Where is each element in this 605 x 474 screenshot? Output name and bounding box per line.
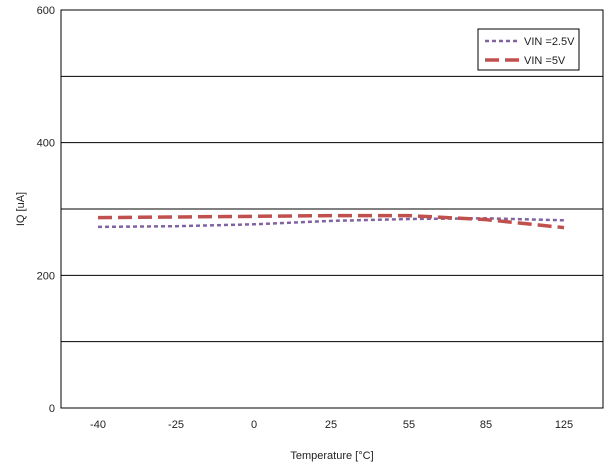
x-tick-label: 0: [251, 419, 257, 431]
x-tick-label: 25: [325, 419, 337, 431]
x-tick-label: 85: [480, 419, 492, 431]
x-axis-title: Temperature [°C]: [290, 450, 373, 462]
y-axis-tick-labels: 0 200 400 600: [37, 5, 55, 415]
y-tick-label: 0: [49, 403, 55, 415]
x-tick-label: -40: [90, 419, 106, 431]
legend-label-vin-5v: VIN =5V: [524, 55, 566, 67]
y-tick-label: 600: [37, 5, 55, 17]
series-line-0: [98, 218, 564, 227]
x-tick-label: 125: [555, 419, 573, 431]
x-tick-label: 55: [403, 419, 415, 431]
gridlines: [61, 76, 603, 341]
series-lines: [98, 216, 564, 228]
x-tick-label: -25: [168, 419, 184, 431]
legend: VIN =2.5V VIN =5V: [478, 29, 579, 70]
y-tick-label: 200: [37, 270, 55, 282]
y-tick-label: 400: [37, 138, 55, 150]
legend-label-vin-2-5v: VIN =2.5V: [524, 36, 575, 48]
y-axis-title: IQ [uA]: [15, 192, 27, 226]
x-axis-tick-labels: -40 -25 0 25 55 85 125: [90, 419, 573, 431]
